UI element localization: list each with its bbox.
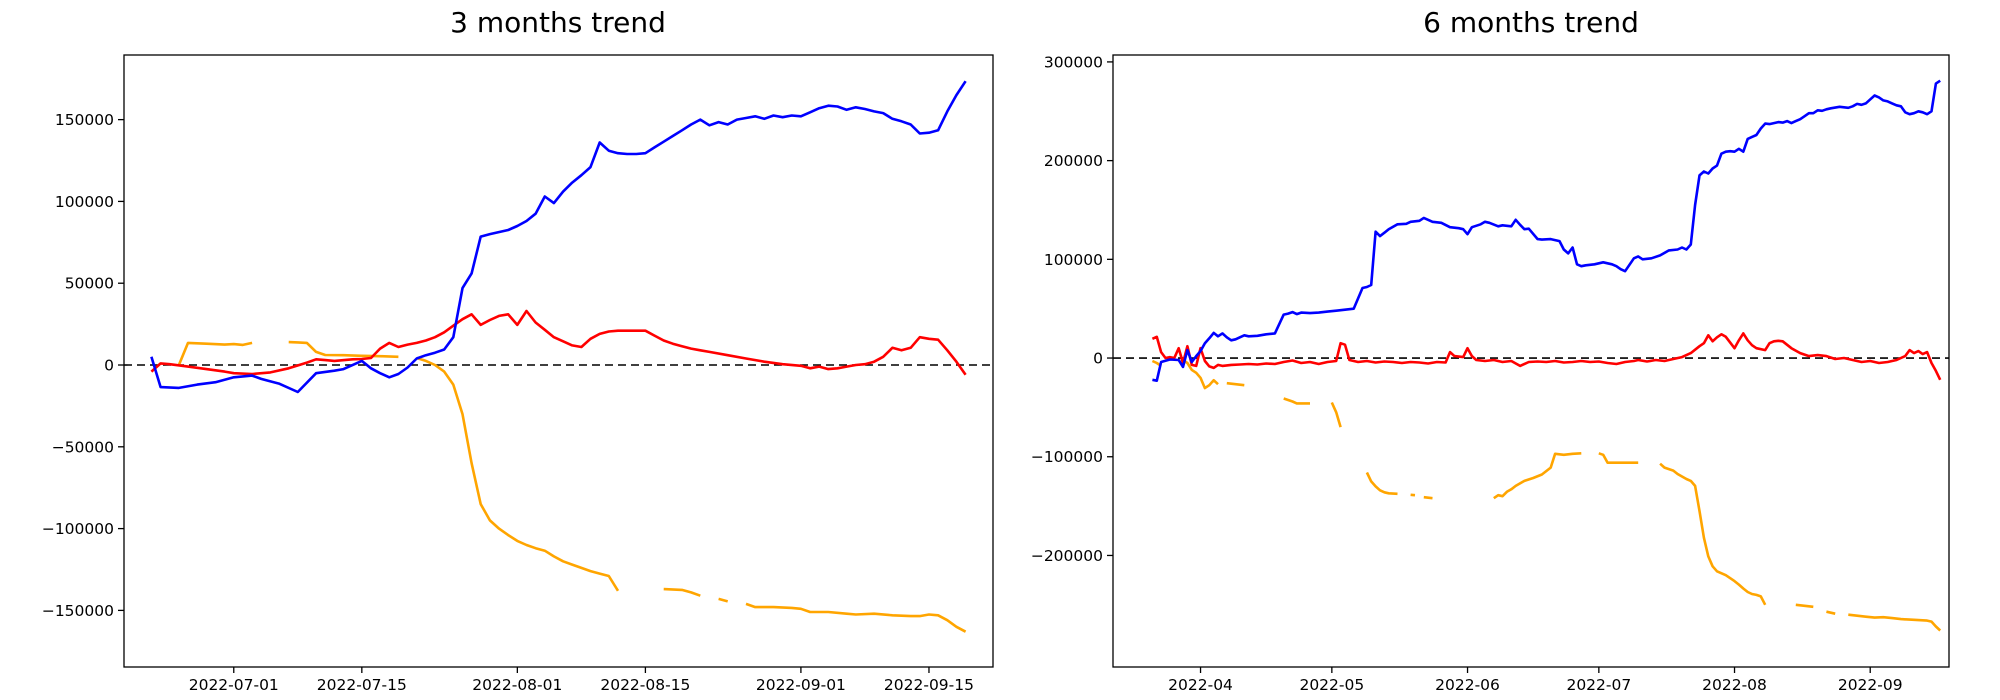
y-tick-label: −100000 [42, 520, 114, 538]
series-orange-line [1659, 462, 1767, 606]
y-tick-label: −150000 [42, 602, 114, 620]
axes-3-months-trend: 2022-07-01 2022-07-15 2022-08-01 2022-08-15… [42, 54, 994, 694]
chart-title-3-months: 3 months trend [450, 6, 666, 39]
x-tick-label: 2022-09-15 [884, 676, 974, 694]
y-tick-label: 0 [1093, 350, 1103, 368]
x-tick-label: 2022-09 [1838, 676, 1903, 694]
series-orange-line [177, 341, 253, 366]
series-orange-line [663, 587, 701, 597]
series-orange-line [1365, 471, 1398, 496]
series-orange-line [1598, 452, 1639, 465]
y-tick-label: 100000 [1044, 251, 1103, 269]
x-tick-label: 2022-07 [1566, 676, 1631, 694]
y-tick-label: 50000 [65, 275, 114, 293]
series-orange-line [416, 356, 620, 592]
series-orange-line [1226, 381, 1245, 387]
y-tick-label: 0 [104, 357, 114, 375]
y-tick-label: 300000 [1044, 53, 1103, 71]
x-tick-label: 2022-07-01 [189, 676, 279, 694]
x-tick-label: 2022-08 [1702, 676, 1767, 694]
plot-spines [1112, 54, 1950, 668]
series-blue-line [150, 80, 967, 394]
x-tick-label: 2022-08-15 [600, 676, 690, 694]
x-tick-label: 2022-05 [1299, 676, 1364, 694]
y-tick-label: 100000 [55, 193, 114, 211]
x-tick-label: 2022-04 [1168, 676, 1233, 694]
series-orange-line [1182, 358, 1219, 390]
series-orange-line [1330, 401, 1342, 428]
series-orange-line [1795, 603, 1814, 609]
series-orange-line [1283, 397, 1310, 405]
x-tick-label: 2022-08-01 [472, 676, 562, 694]
y-tick-label: −50000 [52, 438, 114, 456]
series-blue-line [1152, 79, 1941, 383]
chart-title-6-months: 6 months trend [1423, 6, 1639, 39]
axes-6-months-trend: 2022-04 2022-05 2022-06 2022-07 2022-08 2022-… [1031, 53, 1950, 694]
series-orange-line [1493, 452, 1582, 500]
series-red-line [1151, 332, 1942, 381]
y-tick-label: 200000 [1044, 152, 1103, 170]
series-orange-line [1848, 613, 1942, 632]
x-tick-label: 2022-06 [1435, 676, 1500, 694]
x-tick-label: 2022-07-15 [317, 676, 407, 694]
series-red-line [150, 309, 967, 376]
plot-spines [123, 54, 994, 668]
series-orange-line [745, 602, 967, 633]
series-orange-line [1423, 495, 1433, 500]
series-orange-line [288, 340, 399, 359]
series-orange-line [718, 597, 729, 603]
series-orange-line [1826, 610, 1836, 615]
y-tick-label: −200000 [1031, 547, 1103, 565]
y-tick-label: −100000 [1031, 448, 1103, 466]
y-tick-label: 150000 [55, 111, 114, 129]
x-tick-label: 2022-09-01 [756, 676, 846, 694]
